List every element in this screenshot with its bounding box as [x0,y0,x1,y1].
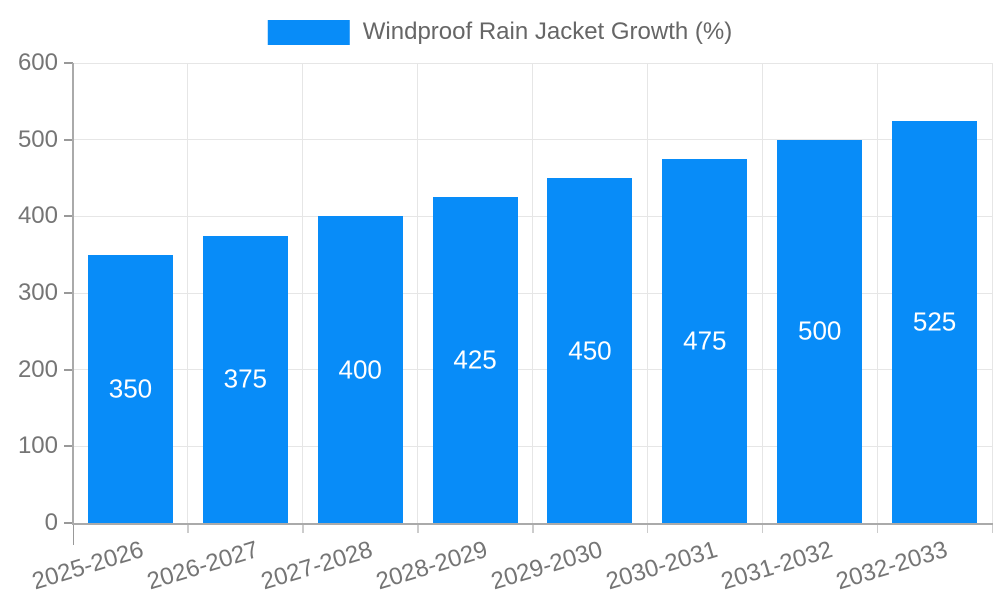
x-gridline [761,63,763,523]
x-axis-tick-label: 2030-2031 [603,536,721,596]
x-tick-mark [761,523,764,533]
y-tick-mark [64,445,73,448]
y-axis-tick-label: 300 [17,279,58,306]
x-axis-tick-label: 2027-2028 [258,536,377,596]
bar[interactable]: 400 [317,216,403,523]
y-axis-tick-label: 500 [17,125,58,153]
y-axis-tick-label: 600 [17,49,58,76]
y-axis-tick-label: 400 [17,202,58,230]
y-tick-mark [64,215,73,218]
x-gridline [991,63,993,523]
x-axis-tick-label: 2026-2027 [143,536,262,596]
x-gridline [417,63,419,523]
bar-value-label: 500 [797,315,842,346]
bar-value-label: 475 [683,325,727,356]
bar-value-label: 350 [108,373,153,404]
x-tick-mark [876,523,879,533]
x-axis-tick-label: 2032-2033 [832,536,951,596]
x-tick-mark [991,523,993,533]
x-gridline [876,63,878,523]
bar[interactable]: 475 [662,158,748,523]
y-tick-mark [64,138,73,141]
bar[interactable]: 350 [87,254,173,523]
bar-value-label: 450 [568,335,612,365]
x-tick-mark [72,523,74,545]
y-tick-mark [64,62,73,64]
y-tick-mark [64,522,73,524]
y-tick-mark [64,292,73,294]
x-axis-tick-label: 2029-2030 [488,536,606,596]
x-tick-mark [417,523,419,533]
bar-value-label: 425 [453,344,497,375]
y-axis-tick-label: 200 [17,355,58,383]
x-axis-tick-label: 2031-2032 [717,536,836,596]
bar[interactable]: 525 [892,120,978,523]
x-gridline [532,63,533,523]
bar-value-label: 400 [338,354,382,385]
x-tick-mark [532,523,534,533]
x-gridline [302,63,304,523]
x-gridline [187,63,189,523]
bar-value-label: 525 [912,306,957,337]
x-axis-tick-label: 2025-2026 [28,536,147,596]
x-tick-mark [187,523,189,533]
x-tick-mark [646,523,649,533]
x-gridline [646,63,648,523]
x-axis-tick-label: 2028-2029 [373,536,491,596]
legend-item[interactable]: Windproof Rain Jacket Growth (%) [267,18,733,46]
y-axis-tick-label: 0 [44,509,58,536]
legend-label: Windproof Rain Jacket Growth (%) [362,18,733,45]
bar-value-label: 375 [223,363,267,394]
bar[interactable]: 425 [432,197,518,523]
x-tick-mark [302,523,304,533]
legend-swatch [267,19,350,45]
bar[interactable]: 375 [202,235,288,523]
bar[interactable]: 500 [777,139,863,523]
x-axis-line [72,523,993,525]
y-axis-tick-label: 100 [17,432,58,460]
y-axis-line [72,63,74,523]
y-tick-mark [64,368,73,371]
bar[interactable]: 450 [547,178,633,523]
